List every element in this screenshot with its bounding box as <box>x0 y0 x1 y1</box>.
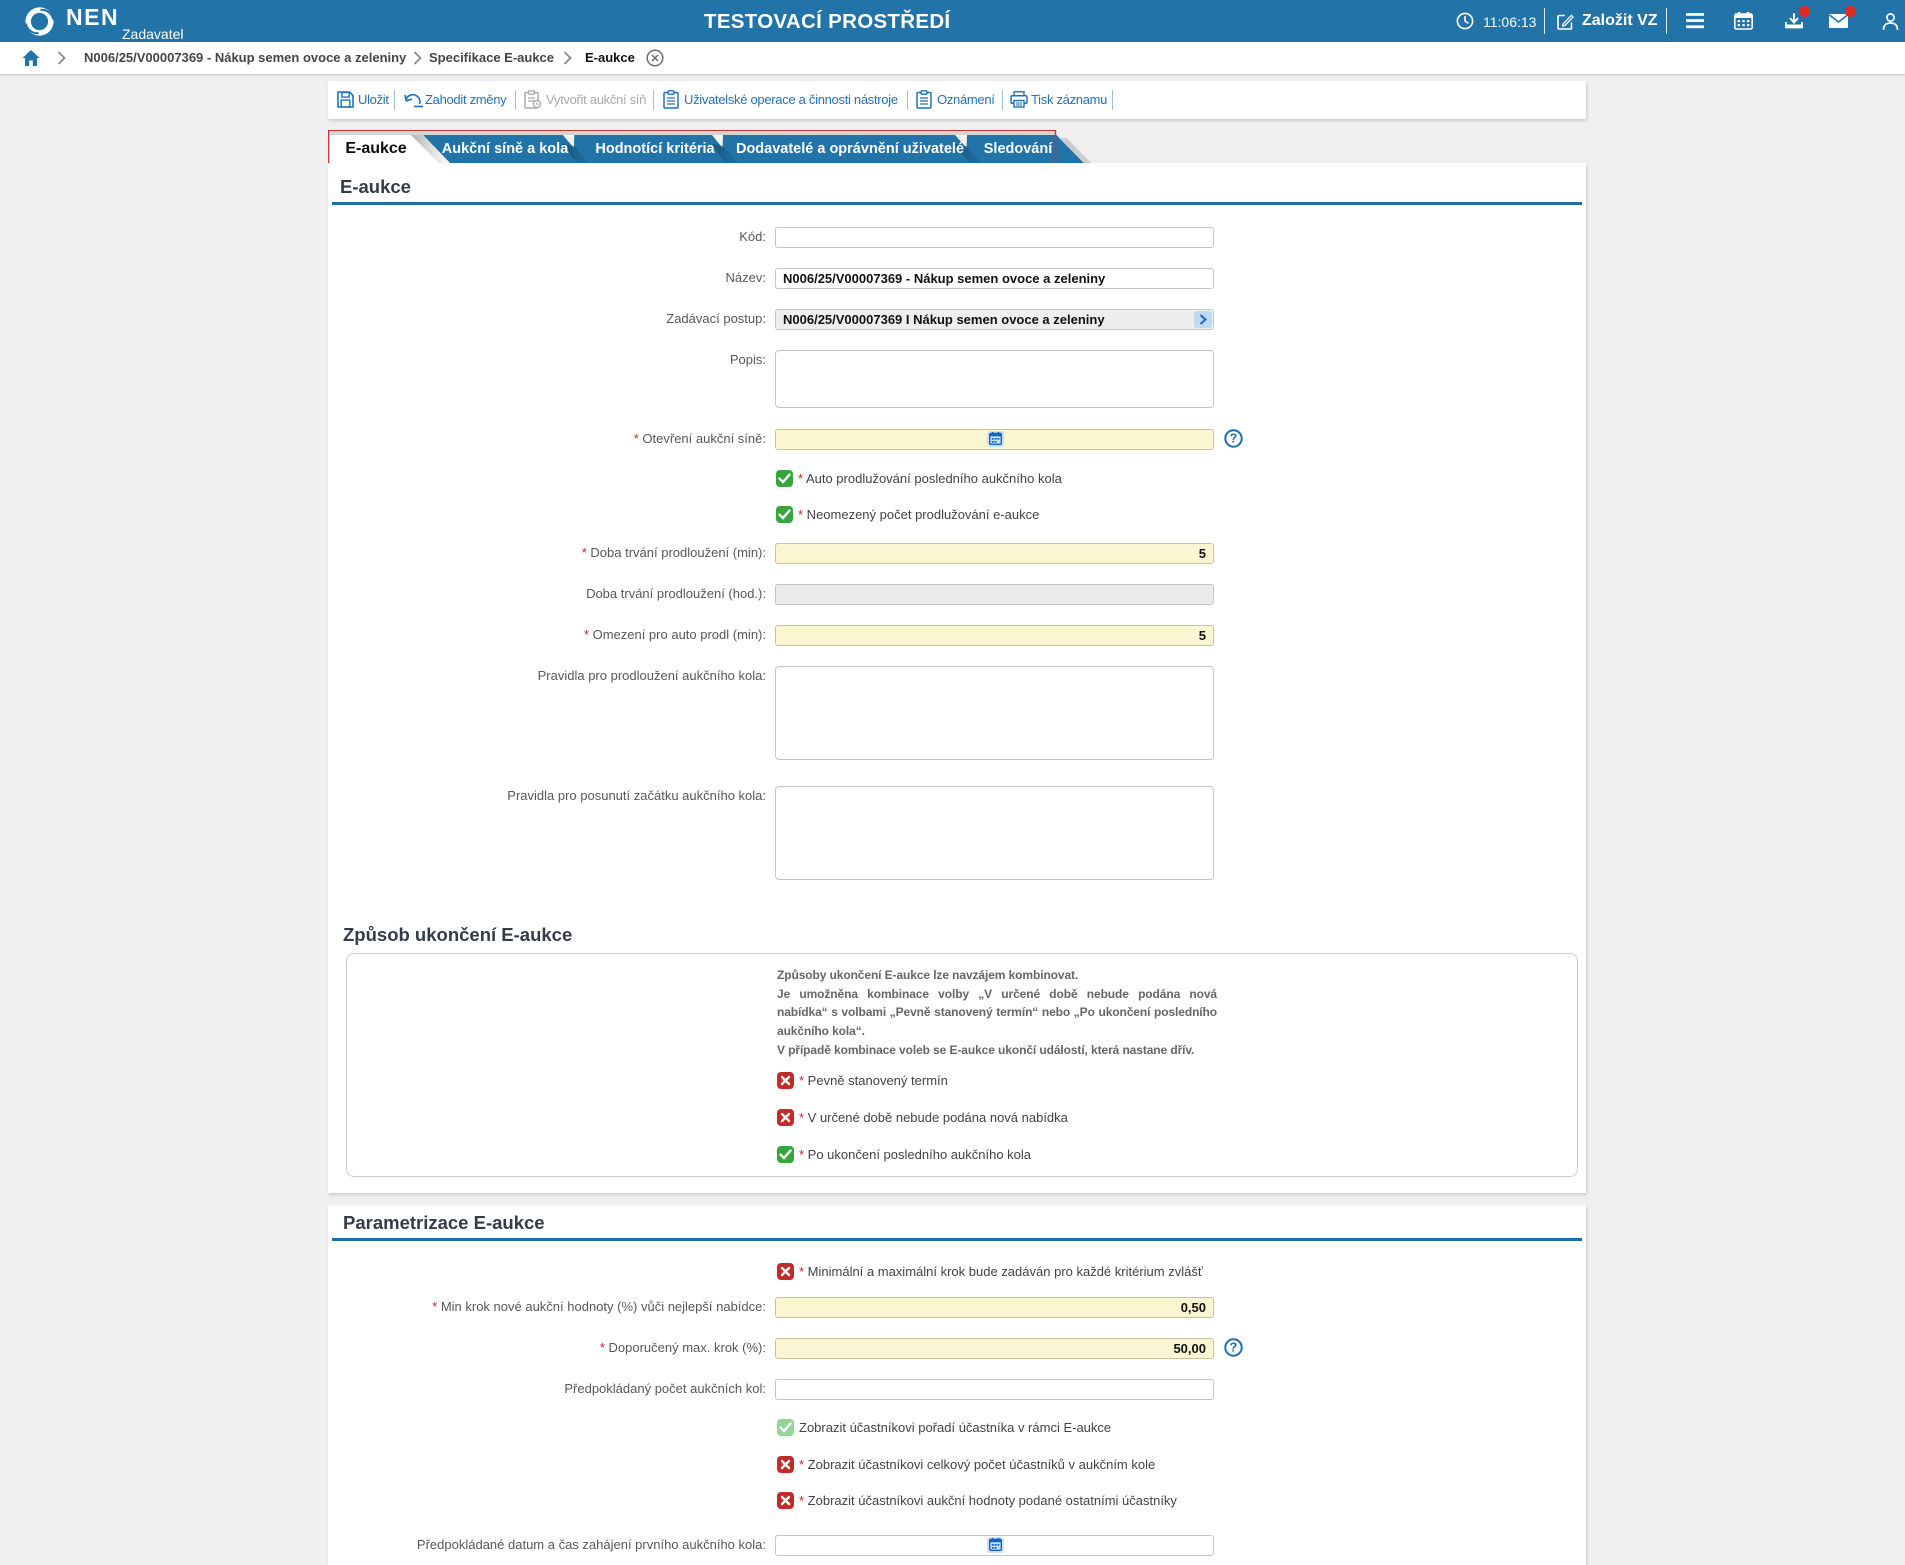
svg-text:?: ? <box>1230 1341 1238 1355</box>
svg-text:E-aukce: E-aukce <box>345 140 406 157</box>
svg-text:Sledování: Sledování <box>984 141 1053 157</box>
svg-text:Dodavatelé a oprávnění uživate: Dodavatelé a oprávnění uživatelé <box>736 141 964 157</box>
svg-text:Aukční síně a kola: Aukční síně a kola <box>442 141 569 157</box>
svg-text:?: ? <box>1230 432 1238 446</box>
svg-text:Hodnotící kritéria: Hodnotící kritéria <box>595 141 715 157</box>
